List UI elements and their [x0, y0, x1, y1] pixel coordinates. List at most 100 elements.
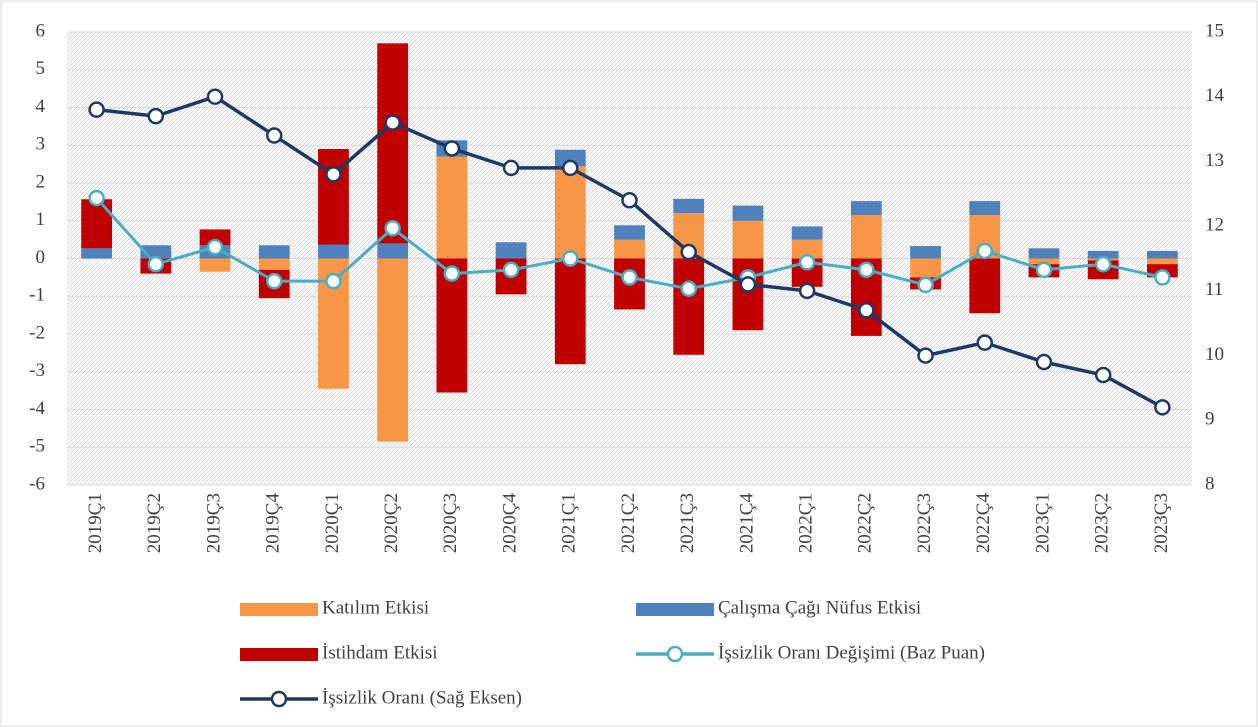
- bar-segment: [1087, 250, 1119, 259]
- line-marker: [206, 88, 224, 105]
- line-marker: [1094, 366, 1112, 384]
- line-marker: [384, 220, 401, 237]
- line-marker: [443, 265, 461, 282]
- y-tick-label: -1: [29, 285, 45, 306]
- y-tick-label: 6: [36, 20, 46, 41]
- bar-segment: [673, 198, 705, 214]
- line-marker: [502, 159, 520, 177]
- bar-segment: [258, 245, 290, 259]
- x-tick-label: 2019Ç4: [263, 493, 284, 554]
- line-marker: [739, 276, 757, 293]
- line-marker: [798, 282, 816, 300]
- bar-segment: [495, 242, 527, 259]
- bar-segment: [81, 248, 112, 259]
- legend-marker: [270, 690, 288, 708]
- x-tick-label: 2022Ç4: [973, 493, 994, 554]
- line-marker: [88, 189, 105, 207]
- bar-segment: [969, 201, 1001, 216]
- bar-segment: [732, 205, 764, 221]
- bar-segment: [377, 43, 409, 244]
- y-tick-label: 0: [36, 247, 46, 268]
- legend-label: İşsizlik Oranı (Sağ Eksen): [322, 687, 522, 708]
- x-tick-label: 2023Ç2: [1092, 493, 1113, 553]
- bar-segment: [258, 258, 290, 270]
- bar-segment: [199, 229, 231, 246]
- y-tick-label: -2: [29, 322, 45, 343]
- bar-segment: [969, 258, 1001, 314]
- bar-segment: [554, 258, 586, 365]
- bar-segment: [850, 215, 882, 259]
- bar-segment: [1028, 258, 1060, 265]
- line-marker: [147, 107, 165, 125]
- bar-segment: [791, 239, 823, 259]
- line-marker: [858, 302, 875, 319]
- bar-segment: [554, 149, 586, 167]
- x-tick-label: 2019Ç1: [85, 493, 106, 553]
- bar-segment: [732, 220, 764, 259]
- line-marker: [1094, 255, 1112, 273]
- x-tick-label: 2020Ç1: [322, 493, 343, 553]
- line-marker: [562, 159, 579, 177]
- line-marker: [680, 243, 697, 261]
- legend-marker: [666, 645, 684, 663]
- line-marker: [1035, 261, 1053, 279]
- line-marker: [917, 347, 934, 364]
- bar-segment: [910, 246, 941, 259]
- bar-segment: [199, 258, 231, 272]
- line-marker: [88, 101, 105, 118]
- bar-segment: [377, 243, 409, 259]
- line-marker: [621, 269, 638, 286]
- y-tick-label: -5: [29, 436, 45, 457]
- line-marker: [206, 238, 224, 256]
- line-marker: [976, 334, 994, 351]
- y2-tick-label: 11: [1205, 279, 1223, 300]
- x-tick-label: 2022Ç3: [914, 493, 935, 553]
- line-marker: [798, 254, 816, 271]
- line-marker: [562, 250, 579, 267]
- y-tick-label: 1: [36, 209, 46, 230]
- bar-segment: [436, 156, 468, 259]
- line-marker: [502, 261, 520, 279]
- y-tick-label: 3: [36, 134, 46, 155]
- y2-tick-label: 13: [1205, 150, 1224, 171]
- y-tick-label: -6: [29, 473, 45, 494]
- bar-segment: [318, 244, 349, 259]
- line-marker: [621, 192, 638, 209]
- y-tick-label: 5: [36, 58, 46, 79]
- legend-swatch: [240, 603, 318, 616]
- line-marker: [265, 272, 283, 290]
- x-tick-label: 2021Ç4: [736, 493, 757, 554]
- line-marker: [858, 261, 875, 279]
- x-tick-label: 2022Ç2: [855, 493, 876, 553]
- line-marker: [325, 272, 342, 290]
- legend-label: Katılım Etkisi: [322, 597, 429, 618]
- bar-segment: [1147, 250, 1178, 259]
- bar-segment: [673, 258, 705, 355]
- x-tick-label: 2020Ç2: [381, 493, 402, 553]
- x-tick-label: 2019Ç3: [203, 493, 224, 553]
- line-marker: [443, 140, 461, 157]
- line-marker: [325, 166, 342, 183]
- bar-segment: [1028, 248, 1060, 259]
- x-tick-label: 2023Ç1: [1032, 493, 1053, 553]
- x-tick-label: 2023Ç3: [1151, 493, 1172, 553]
- y2-tick-label: 15: [1205, 20, 1224, 41]
- line-marker: [976, 242, 994, 260]
- bar-segment: [81, 199, 112, 249]
- legend-label: İstihdam Etkisi: [322, 642, 438, 663]
- legend-label: İşsizlik Oranı Değişimi (Baz Puan): [718, 642, 985, 663]
- bar-segment: [554, 166, 586, 259]
- x-tick-label: 2021Ç2: [618, 493, 639, 553]
- bar-segment: [910, 258, 941, 278]
- line-marker: [147, 255, 165, 273]
- x-tick-label: 2020Ç3: [440, 493, 461, 553]
- line-marker: [1035, 353, 1053, 371]
- y2-tick-label: 14: [1205, 85, 1225, 106]
- line-marker: [680, 280, 697, 297]
- legend-swatch: [636, 603, 714, 616]
- y2-tick-label: 12: [1205, 215, 1224, 236]
- bar-segment: [377, 258, 409, 442]
- bar-segment: [850, 201, 882, 216]
- line-marker: [1154, 269, 1171, 286]
